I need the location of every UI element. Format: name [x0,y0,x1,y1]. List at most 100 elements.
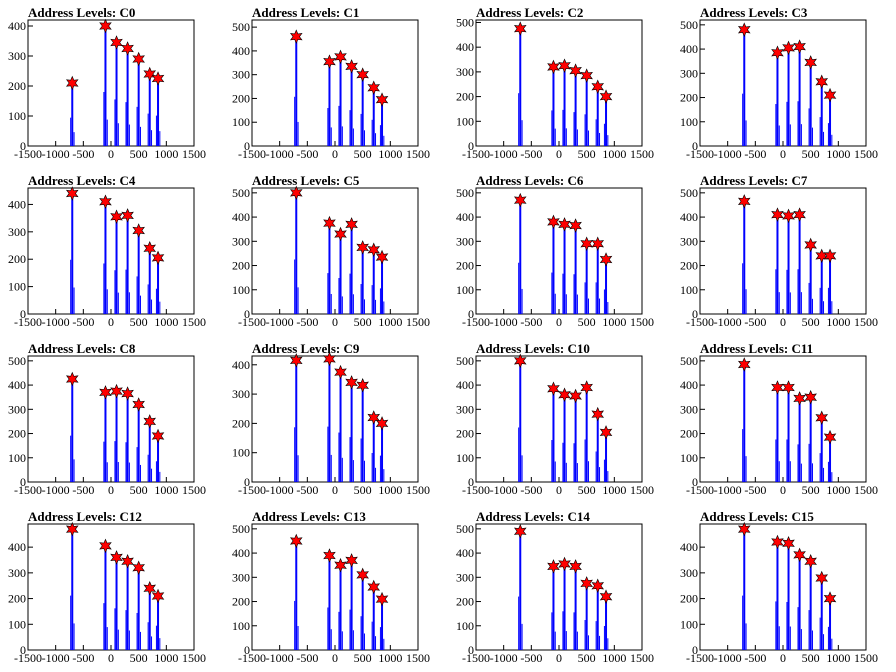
x-tick-label: -500 [744,315,766,329]
x-tick-label: -1000 [42,651,70,665]
x-tick-label: -1000 [266,651,294,665]
plot-frame [27,19,195,147]
peak-marker [110,550,123,565]
x-tick-label: 1500 [854,483,878,497]
y-tick-label: 200 [680,91,698,105]
peak-marker [580,380,593,395]
x-tick-label: -500 [296,651,318,665]
peak-marker [771,45,784,60]
x-tick-label: 1000 [154,315,178,329]
peak-marker [569,388,582,404]
y-tick-label: 400 [8,19,26,33]
peak-marker [599,425,613,440]
y-tick-label: 100 [8,617,26,631]
peak-marker [580,68,593,83]
peak-marker [323,215,336,231]
x-tick-label: 1000 [154,147,178,161]
y-tick-label: 500 [456,354,474,368]
y-tick-label: 0 [20,475,26,489]
x-tick-label: 1500 [406,147,430,161]
x-tick-label: 0 [780,315,786,329]
y-tick-label: 200 [232,416,250,430]
y-tick-label: 300 [680,66,698,80]
x-tick-label: 1000 [602,483,626,497]
x-tick-label: 1500 [854,315,878,329]
chart-title: Address Levels: C9 [252,341,360,356]
y-tick-label: 200 [680,592,698,606]
peak-marker [591,578,605,594]
peak-marker [65,75,79,91]
x-tick-label: -500 [520,315,542,329]
peak-marker [793,207,806,222]
y-tick-label: 200 [232,259,250,273]
peak-marker [591,406,605,422]
x-tick-label: 500 [354,483,372,497]
x-tick-label: -500 [744,483,766,497]
x-tick-label: -1500 [238,147,266,161]
peak-marker [132,560,145,575]
y-tick-label: 200 [456,427,474,441]
x-tick-label: 1500 [182,483,206,497]
peak-marker [513,192,527,208]
x-tick-label: -1500 [238,483,266,497]
peak-marker [367,80,381,96]
chart-title: Address Levels: C5 [252,173,360,188]
plot-frame [475,355,643,483]
peak-marker [815,570,829,586]
y-tick-label: 100 [456,451,474,465]
x-tick-label: 1500 [406,651,430,665]
y-tick-label: 0 [244,139,250,153]
x-tick-label: -1500 [686,315,714,329]
x-tick-label: 1500 [182,147,206,161]
chart-title: Address Levels: C12 [28,509,142,524]
x-tick-label: 500 [354,315,372,329]
y-tick-label: 200 [680,427,698,441]
y-tick-label: 400 [456,546,474,560]
peak-marker [793,547,806,563]
x-tick-label: -1500 [462,147,490,161]
x-tick-label: -500 [296,483,318,497]
y-tick-label: 100 [456,619,474,633]
y-tick-label: 300 [680,234,698,248]
peak-marker [375,249,389,265]
peak-marker [599,252,613,267]
x-tick-label: 0 [332,315,338,329]
x-tick-label: -1000 [714,651,742,665]
x-tick-label: -1500 [462,483,490,497]
peak-marker [547,381,560,396]
peak-marker [99,194,112,209]
chart-panel-6: Address Levels: C60100200300400500-1500-… [456,173,654,329]
y-tick-label: 300 [456,570,474,584]
chart-panel-7: Address Levels: C70100200300400500-1500-… [680,173,878,329]
peak-marker [793,39,806,54]
peak-marker [356,567,369,583]
peak-marker [569,63,582,78]
x-tick-label: 1500 [854,651,878,665]
x-tick-label: 0 [108,651,114,665]
y-tick-label: 0 [20,307,26,321]
x-tick-label: 500 [130,147,148,161]
x-tick-label: -500 [72,651,94,665]
y-tick-label: 200 [456,595,474,609]
y-tick-label: 200 [680,259,698,273]
y-tick-label: 200 [8,252,26,266]
plot-frame [475,19,643,147]
peak-marker [132,397,145,412]
y-tick-label: 300 [456,65,474,79]
plot-frame [251,187,419,315]
peak-marker [151,250,165,266]
peak-marker [804,554,817,569]
y-tick-label: 100 [232,283,250,297]
peak-marker [547,59,560,75]
x-tick-label: -1000 [42,315,70,329]
x-tick-label: -1000 [490,147,518,161]
peak-marker [132,223,145,238]
y-tick-label: 300 [680,402,698,416]
y-tick-label: 0 [244,643,250,657]
peak-marker [782,40,795,56]
peak-marker [599,89,613,104]
x-tick-label: 0 [108,147,114,161]
x-tick-label: 1000 [602,651,626,665]
x-tick-label: 0 [332,147,338,161]
